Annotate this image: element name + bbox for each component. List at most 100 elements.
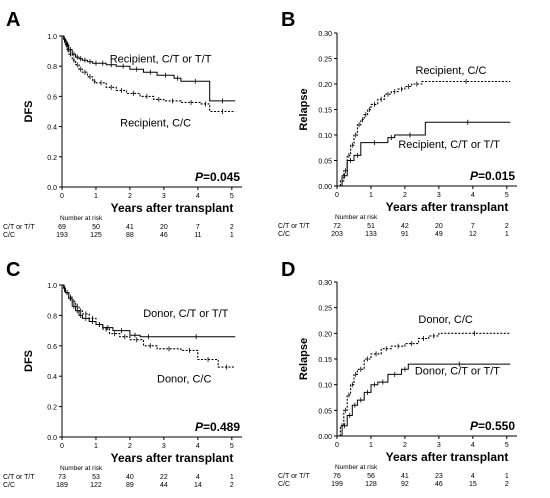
risk-count: 91 [401,231,409,238]
risk-count: 122 [90,482,102,489]
risk-count: 50 [92,224,100,231]
series-line-0 [337,80,511,187]
risk-count: 7 [471,223,475,230]
panel-label: A [6,9,20,31]
risk-row-label: C/T or T/T [278,223,310,230]
risk-count: 2 [230,482,234,489]
risk-row-label: C/T or T/T [278,473,310,480]
x-tick-label: 4 [196,443,200,450]
y-tick-label: 0.4 [47,374,57,381]
risk-row-label: C/C [3,232,15,239]
risk-count: 12 [469,231,477,238]
curve-label: Recipient, C/T or T/T [398,139,500,151]
y-tick-label: 0.10 [318,133,332,140]
y-axis-label: Relapse [298,88,310,130]
y-axis-label: DFS [23,350,35,372]
y-tick-label: 0.00 [318,184,332,191]
y-tick-label: 0.20 [318,331,332,338]
risk-count: 4 [471,473,475,480]
risk-row-label: C/T or T/T [3,224,35,231]
x-tick-label: 1 [94,193,98,200]
risk-count: 14 [194,482,202,489]
series-line-1 [62,284,236,368]
y-tick-label: 0.10 [318,383,332,390]
risk-count: 128 [365,481,377,488]
risk-count: 69 [58,224,66,231]
risk-count: 92 [401,481,409,488]
p-number: =0.489 [203,420,240,434]
y-axis-label: Relapse [298,338,310,380]
risk-count: 189 [56,482,68,489]
series-line-0 [337,332,511,437]
x-tick-label: 0 [335,192,339,199]
x-tick-label: 5 [230,193,234,200]
y-tick-label: 0.6 [47,94,57,101]
p-number: =0.550 [478,419,515,433]
x-tick-label: 3 [437,442,441,449]
p-symbol: P [195,170,204,184]
risk-count: 125 [90,232,102,239]
risk-row-label: C/C [278,481,290,488]
x-tick-label: 3 [162,193,166,200]
x-tick-label: 5 [505,442,509,449]
risk-count: 44 [160,482,168,489]
risk-count: 20 [160,224,168,231]
risk-count: 1 [230,232,234,239]
risk-count: 2 [230,224,234,231]
risk-count: 51 [367,223,375,230]
x-tick-label: 4 [471,192,475,199]
risk-count: 41 [126,224,134,231]
y-tick-label: 0.30 [318,280,332,287]
x-tick-label: 2 [128,443,132,450]
risk-table-title: Number at risk [60,465,103,472]
x-tick-label: 1 [369,442,373,449]
curve-label: Donor, C/T or T/T [143,308,228,320]
risk-count: 73 [58,474,66,481]
risk-count: 46 [160,232,168,239]
curve-label: Donor, C/C [418,314,472,326]
risk-count: 42 [401,223,409,230]
risk-count: 1 [505,473,509,480]
y-tick-label: 0.15 [318,357,332,364]
series-line-0 [62,35,236,102]
x-axis-label: Years after transplant [111,201,234,215]
x-tick-label: 5 [505,192,509,199]
y-tick-label: 0.25 [318,57,332,64]
curve-label: Donor, C/C [157,373,211,385]
curve-label: Recipient, C/T or T/T [110,53,212,65]
risk-count: 22 [160,474,168,481]
x-tick-label: 1 [94,443,98,450]
p-symbol: P [470,169,479,183]
p-symbol: P [470,419,479,433]
x-tick-label: 1 [369,192,373,199]
x-axis-label: Years after transplant [386,450,509,464]
y-tick-label: 0.05 [318,159,332,166]
risk-count: 89 [126,482,134,489]
series-line-0 [62,284,236,338]
risk-count: 199 [331,481,343,488]
y-tick-label: 0.0 [47,185,57,192]
y-tick-label: 0.15 [318,108,332,115]
y-tick-label: 0.20 [318,82,332,89]
y-tick-label: 0.8 [47,64,57,71]
risk-row-label: C/C [278,231,290,238]
curve-label: Recipient, C/C [416,65,487,77]
x-tick-label: 0 [60,443,64,450]
y-tick-label: 0.8 [47,313,57,320]
x-tick-label: 5 [230,443,234,450]
x-tick-label: 0 [335,442,339,449]
risk-count: 15 [469,481,477,488]
p-symbol: P [195,420,204,434]
panel-label: D [281,259,295,281]
y-tick-label: 0.30 [318,31,332,38]
risk-count: 49 [435,231,443,238]
y-tick-label: 1.0 [47,283,57,290]
risk-count: 1 [505,231,509,238]
curve-label: Donor, C/T or T/T [415,365,500,377]
y-tick-label: 0.6 [47,344,57,351]
y-tick-label: 0.05 [318,408,332,415]
x-tick-label: 0 [60,193,64,200]
y-tick-label: 0.25 [318,306,332,313]
p-number: =0.015 [478,169,515,183]
risk-count: 203 [331,231,343,238]
